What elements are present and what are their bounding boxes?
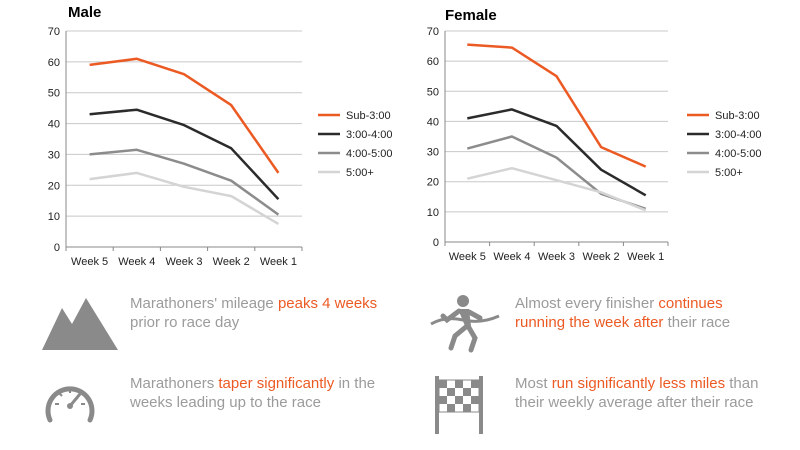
x-tick-label: Week 1 — [627, 251, 664, 263]
y-tick-label: 0 — [54, 242, 60, 254]
chart-title: Male — [68, 4, 101, 21]
y-tick-label: 10 — [427, 207, 439, 219]
fact-segment: Marathoners — [130, 375, 219, 392]
y-tick-label: 30 — [427, 147, 439, 159]
legend-label: 4:00-5:00 — [346, 148, 392, 160]
y-tick-label: 20 — [427, 177, 439, 189]
y-tick-label: 60 — [427, 56, 439, 68]
x-tick-label: Week 4 — [118, 256, 155, 268]
legend-label: 5:00+ — [346, 167, 374, 179]
fact-segment: Marathoners' mileage — [130, 295, 278, 312]
y-tick-label: 30 — [48, 149, 60, 161]
y-tick-label: 50 — [48, 88, 60, 100]
runner-finish-icon — [430, 295, 500, 353]
series-line — [89, 108, 280, 201]
series-line — [467, 43, 647, 168]
fact-highlight: continues running the week after — [515, 295, 723, 331]
legend-label: 5:00+ — [715, 167, 743, 179]
fact-text: Almost every finisher continues running … — [515, 294, 765, 332]
series-line — [467, 166, 647, 212]
legend-label: 3:00-4:00 — [346, 129, 392, 141]
fact-highlight: run significantly less miles — [551, 375, 726, 392]
series-line — [89, 148, 280, 216]
legend-label: 4:00-5:00 — [715, 148, 761, 160]
series-line — [89, 57, 280, 174]
fact-highlight: taper significantly — [218, 375, 335, 392]
male-chart: Male 0 10 20 30 40 50 60 70 Week 5 Week 4 Week 3 Wee… — [48, 4, 393, 268]
fact-segment: Almost every finisher — [515, 295, 659, 312]
y-tick-label: 70 — [427, 26, 439, 38]
y-tick-label: 70 — [48, 26, 60, 38]
fact-text: Marathoners taper significantly in the w… — [130, 374, 380, 412]
fact-segment: in the weeks leading up to the race — [130, 375, 376, 411]
x-tick-label: Week 5 — [449, 251, 486, 263]
legend-label: Sub-3:00 — [346, 110, 391, 122]
fact-text: Marathoners' mileage peaks 4 weeks prior… — [130, 294, 380, 332]
fact-segment: prior ro race day — [130, 314, 240, 331]
x-tick-label: Week 3 — [538, 251, 575, 263]
x-tick-label: Week 2 — [213, 256, 250, 268]
female-chart: Female 0 10 20 30 40 50 60 70 Week 5 Week 4 Week 3 W… — [427, 7, 762, 263]
speedometer-icon — [45, 386, 95, 423]
y-tick-label: 40 — [48, 119, 60, 131]
series-line — [467, 108, 647, 197]
legend-label: Sub-3:00 — [715, 110, 760, 122]
legend-label: 3:00-4:00 — [715, 129, 761, 141]
chart-title: Female — [445, 7, 497, 24]
fact-segment: than their weekly average after their ra… — [515, 375, 759, 411]
fact-highlight: peaks 4 weeks — [277, 295, 378, 312]
checkered-flag-icon — [435, 376, 483, 434]
fact-segment: Most — [515, 375, 552, 392]
y-tick-label: 20 — [48, 180, 60, 192]
fact-segment: their race — [663, 314, 731, 331]
y-tick-label: 40 — [427, 116, 439, 128]
mountains-icon — [42, 298, 118, 350]
y-tick-label: 60 — [48, 57, 60, 69]
x-tick-label: Week 2 — [583, 251, 620, 263]
y-tick-label: 50 — [427, 86, 439, 98]
y-tick-label: 10 — [48, 211, 60, 223]
x-tick-label: Week 4 — [493, 251, 530, 263]
y-tick-label: 0 — [433, 237, 439, 249]
fact-text: Most run significantly less miles than t… — [515, 374, 765, 412]
x-tick-label: Week 1 — [260, 256, 297, 268]
x-tick-label: Week 5 — [71, 256, 108, 268]
x-tick-label: Week 3 — [165, 256, 202, 268]
series-line — [89, 171, 280, 225]
